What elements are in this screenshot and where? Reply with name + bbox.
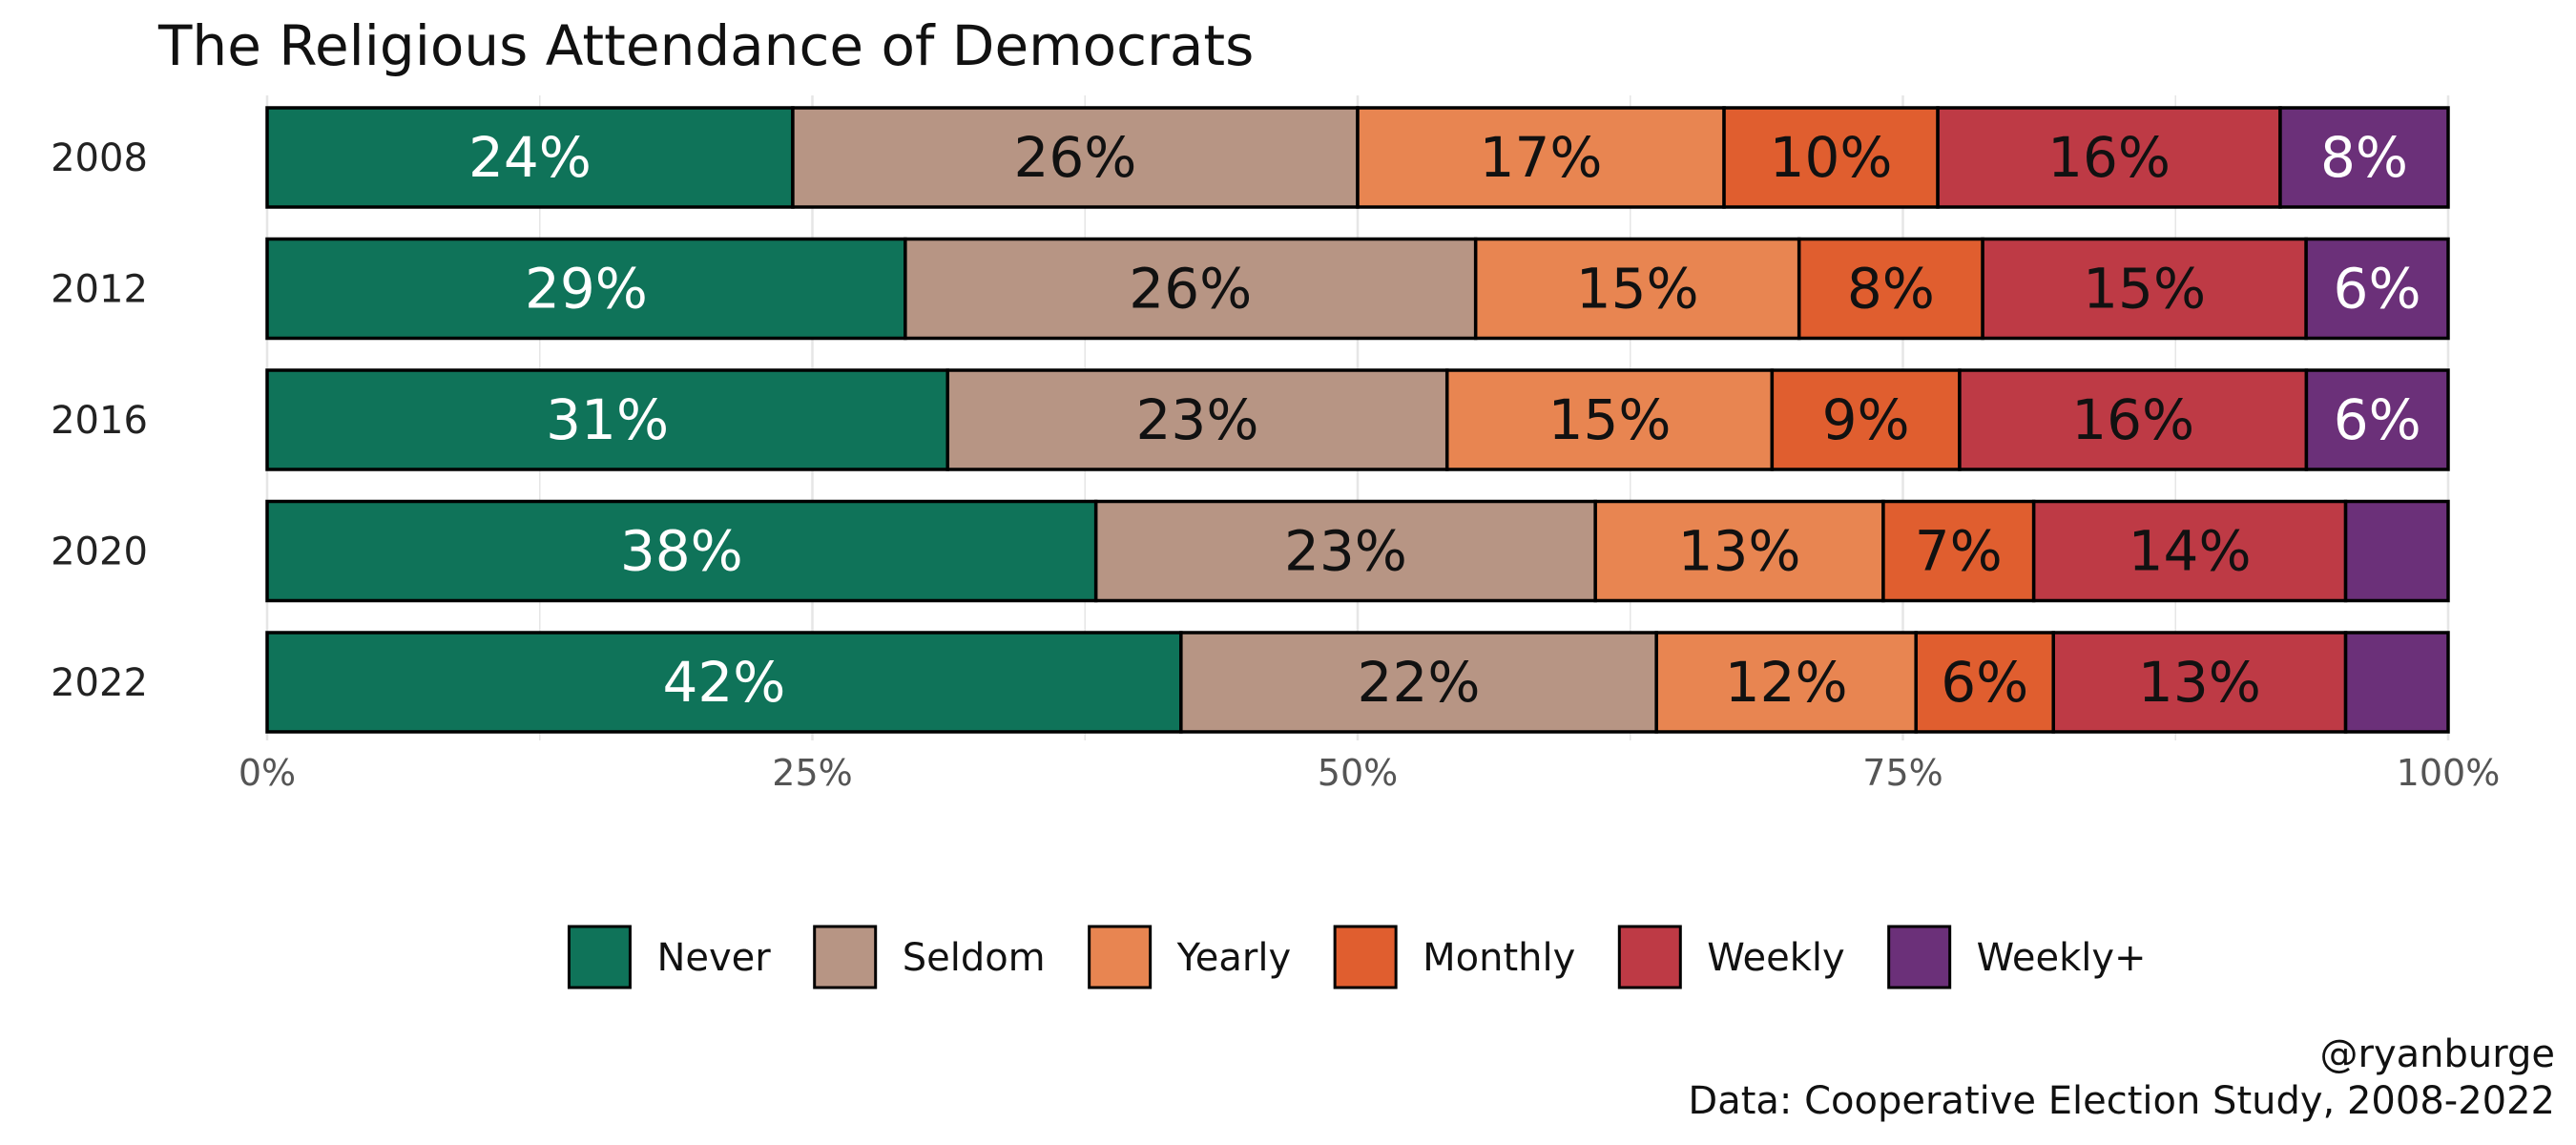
data-label-2016-weekly-plus: 6%	[2334, 387, 2421, 452]
data-label-2022-yearly: 12%	[1725, 650, 1848, 715]
data-label-2022-weekly: 13%	[2138, 650, 2261, 715]
data-label-2008-weekly-plus: 8%	[2320, 125, 2408, 190]
bar-2020-weekly-plus	[2343, 499, 2450, 603]
x-tick-label-4: 100%	[2397, 752, 2501, 794]
legend-item-weekly: Weekly	[1617, 925, 1845, 989]
data-label-2012-weekly: 15%	[2083, 257, 2206, 322]
bar-2016-weekly	[1958, 368, 2309, 471]
caption-handle: @ryanburge	[2320, 1032, 2555, 1076]
data-label-2016-never: 31%	[546, 387, 669, 452]
data-label-2008-monthly: 10%	[1770, 125, 1893, 190]
bar-2008-seldom	[791, 106, 1360, 209]
caption-source: Data: Cooperative Election Study, 2008-2…	[1688, 1079, 2555, 1123]
data-label-2008-seldom: 26%	[1014, 125, 1137, 190]
legend-label-yearly: Yearly	[1176, 936, 1291, 980]
bar-2016-yearly	[1444, 368, 1775, 471]
bar-2020-monthly	[1881, 499, 2036, 603]
bar-2008-yearly	[1356, 106, 1726, 209]
y-tick-label-2022: 2022	[51, 661, 148, 705]
legend-swatch-weekly	[1617, 925, 1682, 989]
bar-2020-seldom	[1093, 499, 1597, 603]
bar-2016-weekly-plus	[2304, 368, 2450, 471]
data-label-2012-seldom: 26%	[1129, 257, 1252, 322]
data-label-2012-weekly-plus: 6%	[2334, 257, 2421, 322]
data-label-2008-yearly: 17%	[1480, 125, 1603, 190]
bar-2008-never	[265, 106, 795, 209]
bar-2022-seldom	[1179, 631, 1658, 734]
data-label-2012-never: 29%	[525, 257, 648, 322]
bar-2008-weekly	[1936, 106, 2282, 209]
bar-2012-monthly	[1797, 237, 1984, 341]
bar-2016-monthly	[1770, 368, 1962, 471]
data-label-2022-seldom: 22%	[1358, 650, 1481, 715]
chart-title: The Religious Attendance of Democrats	[157, 13, 1254, 78]
bar-2008-monthly	[1722, 106, 1940, 209]
bar-2008-weekly-plus	[2278, 106, 2450, 209]
legend: Never Seldom Yearly Monthly Weekly Weekly+	[567, 925, 2147, 989]
data-label-2016-monthly: 9%	[1822, 387, 1910, 452]
x-tick-label-1: 25%	[772, 752, 852, 794]
data-label-2016-yearly: 15%	[1548, 387, 1672, 452]
legend-swatch-yearly	[1088, 925, 1153, 989]
legend-swatch-monthly	[1333, 925, 1398, 989]
legend-label-monthly: Monthly	[1423, 936, 1575, 980]
x-tick-label-0: 0%	[239, 752, 296, 794]
data-labels: 24% 26% 17% 10% 16% 8% 29% 26% 15% 8% 15% 6% 31% 23% 1…	[468, 125, 2421, 715]
bar-2012-yearly	[1473, 237, 1801, 341]
bar-2016-never	[265, 368, 949, 471]
data-label-2016-seldom: 23%	[1136, 387, 1259, 452]
y-tick-label-2008: 2008	[51, 136, 148, 180]
data-label-2022-monthly: 6%	[1941, 650, 2028, 715]
data-label-2020-weekly: 14%	[2129, 519, 2252, 584]
legend-label-never: Never	[656, 936, 771, 980]
data-label-2008-never: 24%	[468, 125, 592, 190]
data-label-2008-weekly: 16%	[2047, 125, 2171, 190]
data-label-2016-weekly: 16%	[2071, 387, 2194, 452]
y-tick-label-2020: 2020	[51, 531, 148, 574]
data-label-2022-never: 42%	[662, 650, 785, 715]
legend-label-weekly: Weekly	[1707, 936, 1844, 980]
data-label-2020-monthly: 7%	[1915, 519, 2003, 584]
bar-2020-yearly	[1593, 499, 1885, 603]
legend-label-weekly-plus: Weekly+	[1977, 936, 2147, 980]
bars	[265, 106, 2450, 734]
bar-2012-never	[265, 237, 907, 341]
legend-swatch-weekly-plus	[1887, 925, 1952, 989]
legend-swatch-seldom	[813, 925, 878, 989]
bar-2022-weekly	[2051, 631, 2348, 734]
x-tick-label-3: 75%	[1862, 752, 1942, 794]
x-tick-label-2: 50%	[1318, 752, 1398, 794]
legend-item-never: Never	[567, 925, 771, 989]
legend-label-seldom: Seldom	[903, 936, 1046, 980]
legend-item-yearly: Yearly	[1088, 925, 1291, 989]
data-label-2012-monthly: 8%	[1847, 257, 1935, 322]
bar-2016-seldom	[945, 368, 1449, 471]
data-label-2020-seldom: 23%	[1284, 519, 1407, 584]
y-tick-label-2012: 2012	[51, 268, 148, 312]
data-label-2020-yearly: 13%	[1678, 519, 1801, 584]
bar-2012-weekly-plus	[2304, 237, 2450, 341]
legend-swatch-never	[567, 925, 632, 989]
legend-item-weekly-plus: Weekly+	[1887, 925, 2147, 989]
x-axis: 0% 25% 50% 75% 100%	[239, 752, 2500, 794]
legend-item-seldom: Seldom	[813, 925, 1046, 989]
bar-2022-yearly	[1654, 631, 1918, 734]
legend-item-monthly: Monthly	[1333, 925, 1575, 989]
y-axis: 2008 2012 2016 2020 2022	[51, 136, 148, 705]
bar-2022-weekly-plus	[2343, 631, 2450, 734]
bar-2012-weekly	[1981, 237, 2308, 341]
data-label-2012-yearly: 15%	[1576, 257, 1699, 322]
data-label-2020-never: 38%	[620, 519, 743, 584]
y-tick-label-2016: 2016	[51, 399, 148, 443]
